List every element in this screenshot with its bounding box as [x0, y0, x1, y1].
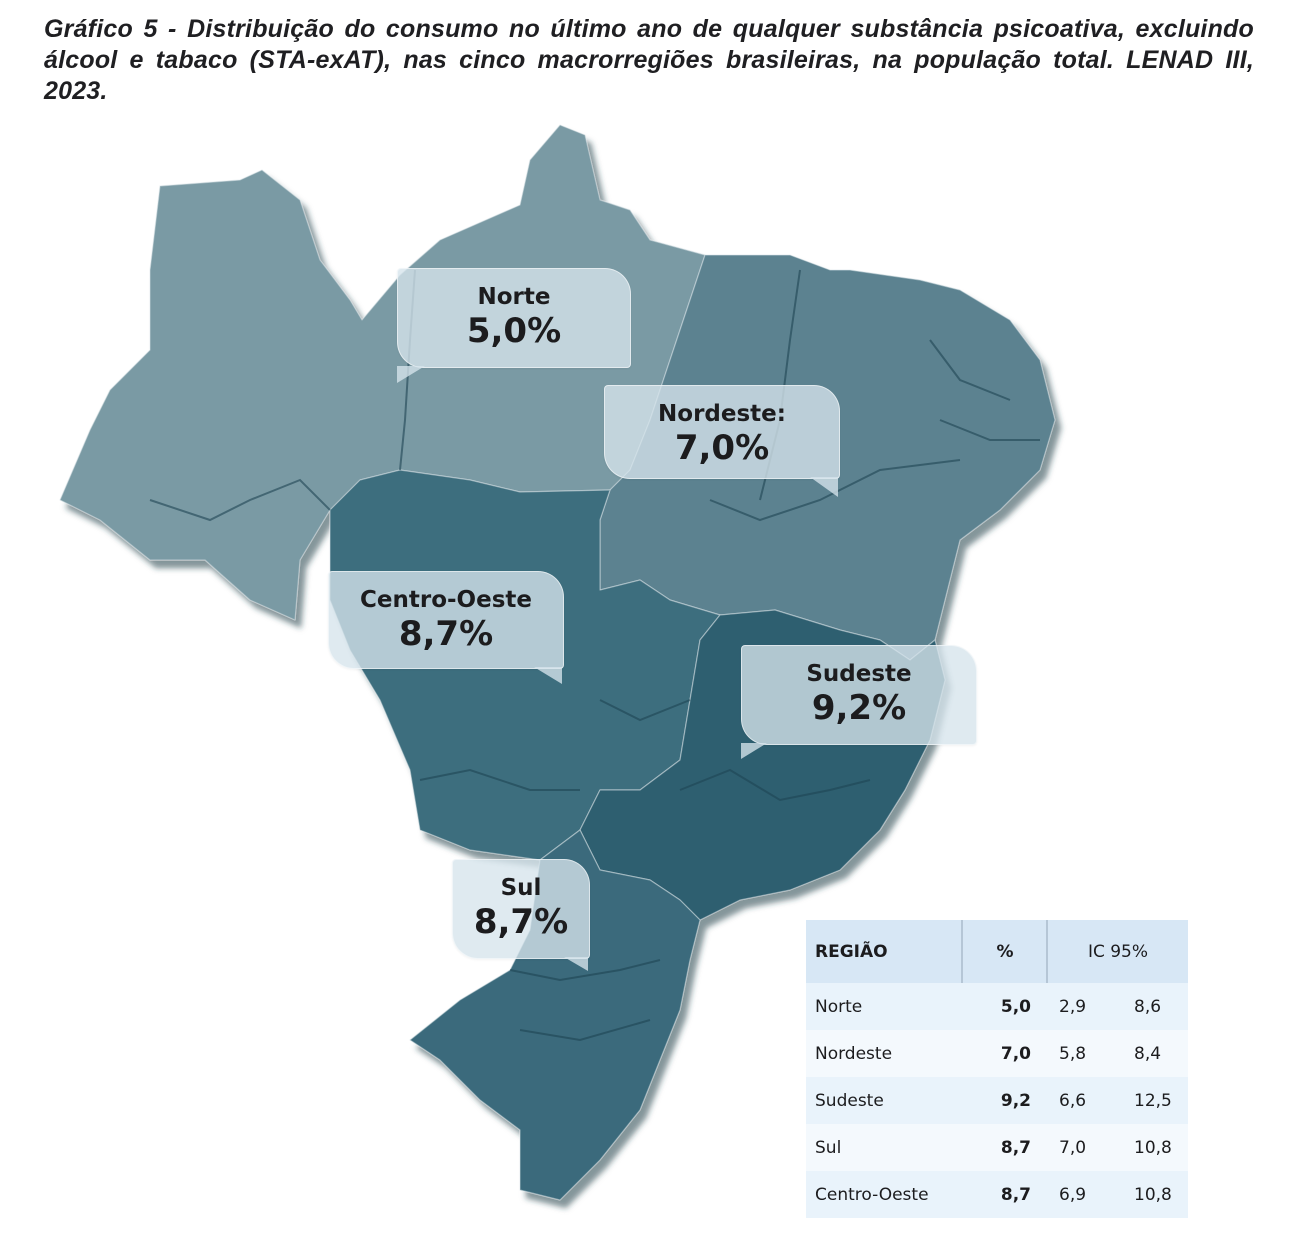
state-border-ne-coast [929, 339, 1040, 441]
label-bubble-nordeste: Nordeste: 7,0% [604, 385, 840, 479]
cell-ci-low: 2,9 [1047, 983, 1122, 1030]
region-name-centro-oeste: Centro-Oeste [360, 587, 532, 613]
region-name-sul: Sul [500, 875, 542, 901]
table-row: Nordeste 7,0 5,8 8,4 [806, 1030, 1188, 1077]
header-region: REGIÃO [806, 920, 962, 983]
state-border-sp-mg [679, 768, 871, 802]
region-name-norte: Norte [477, 284, 551, 310]
header-percent: % [961, 920, 1047, 983]
chart-title: Gráfico 5 - Distribuição do consumo no ú… [44, 15, 1254, 105]
table-row: Norte 5,0 2,9 8,6 [806, 983, 1188, 1030]
cell-region: Sul [806, 1124, 962, 1171]
cell-ci-low: 5,8 [1047, 1030, 1122, 1077]
table-header-row: REGIÃO % IC 95% [806, 920, 1188, 983]
cell-region: Norte [806, 983, 962, 1030]
state-border-ba [709, 459, 961, 522]
label-bubble-sudeste: Sudeste 9,2% [741, 645, 977, 745]
cell-ci-high: 8,6 [1122, 983, 1188, 1030]
cell-ci-low: 6,9 [1047, 1171, 1122, 1218]
region-value-norte: 5,0% [466, 311, 562, 351]
cell-ci-high: 12,5 [1122, 1077, 1188, 1124]
bubble-tail-sul [564, 957, 588, 971]
region-value-sul: 8,7% [473, 902, 569, 942]
state-border-sc-rs [519, 1019, 651, 1042]
label-bubble-sul: Sul 8,7% [452, 859, 590, 959]
table-row: Sul 8,7 7,0 10,8 [806, 1124, 1188, 1171]
bubble-tail-nordeste [810, 477, 838, 497]
table-row: Centro-Oeste 8,7 6,9 10,8 [806, 1171, 1188, 1218]
bubble-tail-centro-oeste [534, 667, 562, 684]
region-sul [409, 829, 701, 1201]
bubble-tail-sudeste [741, 743, 767, 759]
cell-region: Nordeste [806, 1030, 962, 1077]
cell-percent: 7,0 [962, 1030, 1047, 1077]
label-bubble-norte: Norte 5,0% [397, 268, 631, 368]
cell-percent: 5,0 [962, 983, 1047, 1030]
cell-ci-high: 10,8 [1122, 1171, 1188, 1218]
header-ci: IC 95% [1046, 920, 1188, 983]
region-value-nordeste: 7,0% [674, 428, 770, 468]
cell-percent: 8,7 [962, 1124, 1047, 1171]
cell-ci-high: 10,8 [1122, 1124, 1188, 1171]
table-row: Sudeste 9,2 6,6 12,5 [806, 1077, 1188, 1124]
region-name-sudeste: Sudeste [806, 661, 912, 687]
region-value-centro-oeste: 8,7% [398, 614, 494, 654]
region-name-nordeste: Nordeste: [658, 401, 786, 427]
cell-region: Sudeste [806, 1077, 962, 1124]
cell-ci-low: 7,0 [1047, 1124, 1122, 1171]
cell-percent: 9,2 [962, 1077, 1047, 1124]
state-border-ac-ro [149, 478, 331, 522]
cell-ci-low: 6,6 [1047, 1077, 1122, 1124]
cell-ci-high: 8,4 [1122, 1030, 1188, 1077]
data-table: REGIÃO % IC 95% Norte 5,0 2,9 8,6 Nordes… [806, 920, 1188, 1218]
bubble-tail-norte [397, 366, 425, 383]
label-bubble-centro-oeste: Centro-Oeste 8,7% [328, 571, 564, 669]
cell-region: Centro-Oeste [806, 1171, 962, 1218]
state-border-pr-sc [509, 959, 661, 982]
state-border-mt-ms [419, 768, 580, 791]
cell-percent: 8,7 [962, 1171, 1047, 1218]
state-border-go-mg [599, 699, 691, 722]
region-value-sudeste: 9,2% [811, 688, 907, 728]
